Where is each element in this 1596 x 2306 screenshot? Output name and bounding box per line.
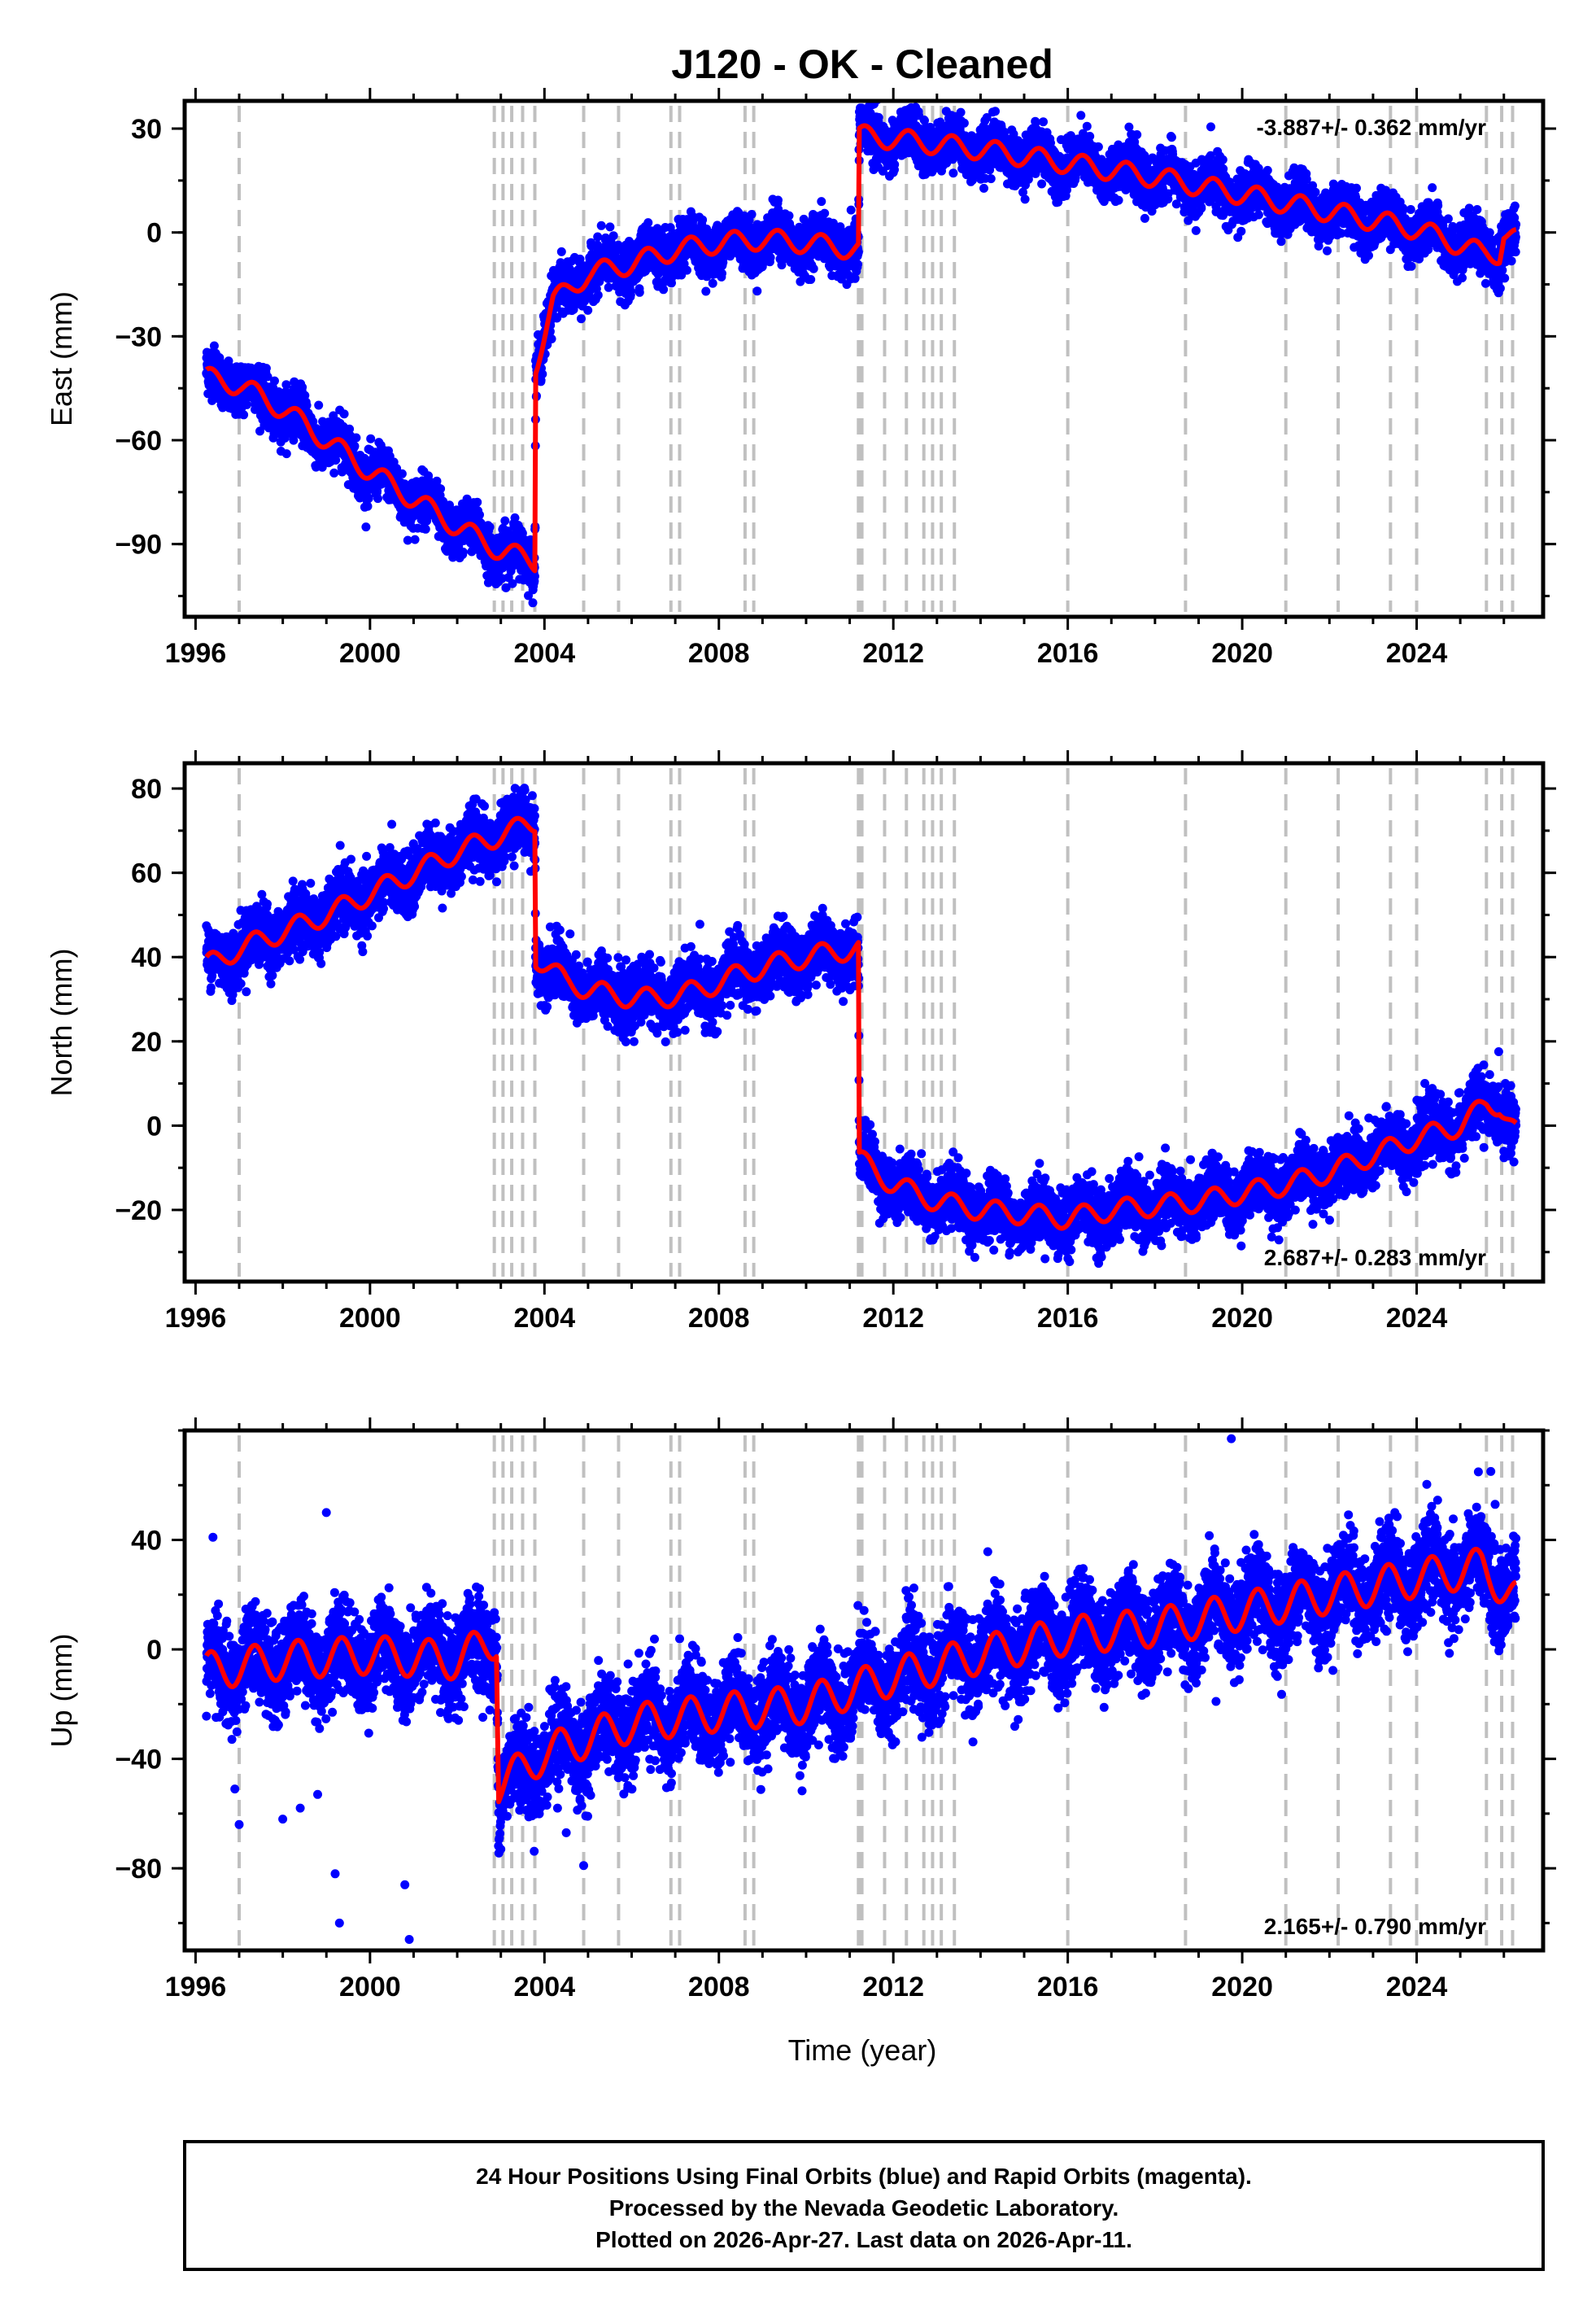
y-tick-label: 0	[146, 1635, 162, 1666]
x-tick-label: 1996	[165, 1303, 227, 1334]
y-tick-label: 0	[146, 218, 162, 249]
x-tick-label: 2000	[339, 1972, 401, 2002]
x-tick-label: 2012	[862, 1972, 924, 2002]
x-tick-label: 2020	[1211, 1972, 1273, 2002]
x-tick-label: 2016	[1037, 638, 1099, 669]
y-tick-label: −40	[115, 1745, 162, 1775]
x-tick-label: 2020	[1211, 638, 1273, 669]
x-tick-label: 2008	[688, 638, 750, 669]
x-tick-label: 2024	[1386, 638, 1448, 669]
y-tick-label: −20	[115, 1195, 162, 1226]
chart-title: J120 - OK - Cleaned	[671, 41, 1053, 87]
x-tick-label: 1996	[165, 638, 227, 669]
x-tick-label: 2016	[1037, 1972, 1099, 2002]
y-tick-label: −90	[115, 530, 162, 561]
y-axis-label: North (mm)	[45, 949, 78, 1097]
y-tick-label: 40	[131, 942, 162, 973]
x-tick-label: 2000	[339, 638, 401, 669]
velocity-rate-label: 2.165+/- 0.790 mm/yr	[1264, 1914, 1486, 1939]
footer-line-1: 24 Hour Positions Using Final Orbits (bl…	[476, 2164, 1252, 2189]
velocity-rate-label: -3.887+/- 0.362 mm/yr	[1256, 115, 1486, 140]
x-tick-label: 2000	[339, 1303, 401, 1334]
y-tick-label: −60	[115, 426, 162, 456]
x-tick-label: 1996	[165, 1972, 227, 2002]
y-tick-label: 80	[131, 774, 162, 805]
y-axis-label: East (mm)	[45, 291, 78, 426]
footer-line-2: Processed by the Nevada Geodetic Laborat…	[609, 2195, 1119, 2221]
footer-line-3: Plotted on 2026-Apr-27. Last data on 202…	[595, 2227, 1132, 2252]
x-tick-label: 2008	[688, 1972, 750, 2002]
velocity-rate-label: 2.687+/- 0.283 mm/yr	[1264, 1245, 1486, 1270]
y-tick-label: 20	[131, 1027, 162, 1058]
x-tick-label: 2004	[513, 1303, 575, 1334]
y-tick-label: −80	[115, 1854, 162, 1885]
y-tick-label: 60	[131, 858, 162, 889]
x-tick-label: 2012	[862, 638, 924, 669]
x-tick-label: 2020	[1211, 1303, 1273, 1334]
x-tick-label: 2004	[513, 1972, 575, 2002]
x-tick-label: 2008	[688, 1303, 750, 1334]
x-axis-label: Time (year)	[788, 2033, 937, 2067]
y-axis-label: Up (mm)	[45, 1634, 78, 1748]
y-tick-label: 30	[131, 114, 162, 145]
y-tick-label: 40	[131, 1526, 162, 1557]
x-tick-label: 2024	[1386, 1972, 1448, 2002]
x-tick-label: 2004	[513, 638, 575, 669]
x-tick-label: 2024	[1386, 1303, 1448, 1334]
y-tick-label: 0	[146, 1111, 162, 1142]
x-tick-label: 2012	[862, 1303, 924, 1334]
x-tick-label: 2016	[1037, 1303, 1099, 1334]
y-tick-label: −30	[115, 321, 162, 352]
